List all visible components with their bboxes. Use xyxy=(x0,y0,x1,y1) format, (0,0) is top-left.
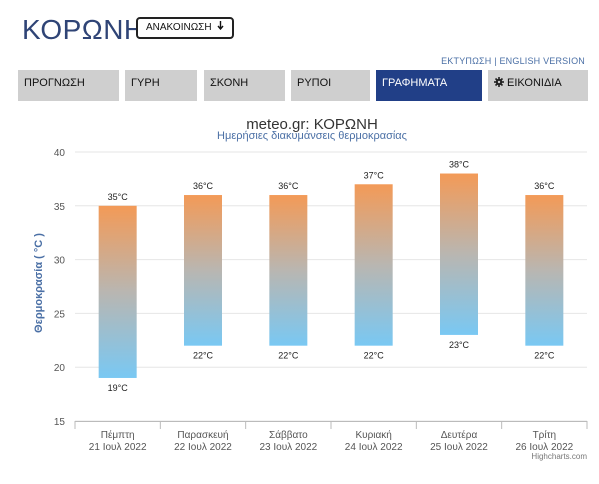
max-temp-label: 37°C xyxy=(364,170,385,180)
max-temp-label: 35°C xyxy=(108,192,129,202)
y-axis-label: Θερμοκρασία ( °C ) xyxy=(33,233,45,333)
bars: 35°C 19°C 36°C 22°C 36°C 22°C 37°C 22°C 38°C 23°C… xyxy=(98,160,564,393)
y-tick-label: 35 xyxy=(54,202,66,213)
tab-label: ΓΡΑΦΗΜΑΤΑ xyxy=(382,77,448,89)
tab-label: ΓΥΡΗ xyxy=(131,77,160,89)
x-tick-day: Κυριακή xyxy=(355,429,391,441)
y-axis-ticks: 15 20 25 30 35 40 xyxy=(54,148,66,428)
chart-title: meteo.gr: ΚΟΡΩΝΗ xyxy=(246,116,378,133)
temperature-range-bar[interactable] xyxy=(440,173,478,335)
grid-lines xyxy=(75,151,587,422)
x-tick-date: 25 Ιουλ 2022 xyxy=(430,442,488,453)
x-tick-day: Τρίτη xyxy=(533,429,557,441)
tab-label: ΣΚΟΝΗ xyxy=(210,77,249,89)
top-links: ΕΚΤΥΠΩΣΗ | ENGLISH VERSION xyxy=(441,56,585,66)
tab-label: ΡΥΠΟΙ xyxy=(297,77,332,89)
tab-pollen[interactable]: ΓΥΡΗ xyxy=(125,70,197,101)
max-temp-label: 36°C xyxy=(534,181,555,191)
temperature-range-bar[interactable] xyxy=(354,184,393,346)
temperature-chart: meteo.gr: ΚΟΡΩΝΗ Ημερήσιες διακυμάνσεις … xyxy=(0,108,599,479)
x-tick-day: Δευτέρα xyxy=(441,429,478,441)
min-temp-label: 22°C xyxy=(193,351,214,361)
x-tick-date: 23 Ιουλ 2022 xyxy=(259,442,317,453)
y-tick-label: 25 xyxy=(54,309,66,320)
y-tick-label: 15 xyxy=(54,417,66,428)
temperature-range-bar[interactable] xyxy=(525,195,564,346)
min-temp-label: 23°C xyxy=(449,340,470,350)
x-tick-date: 21 Ιουλ 2022 xyxy=(89,442,147,453)
min-temp-label: 19°C xyxy=(108,383,129,393)
link-separator: | xyxy=(494,56,497,66)
tab-label: ΠΡΟΓΝΩΣΗ xyxy=(24,77,85,89)
temperature-range-bar[interactable] xyxy=(184,195,222,346)
max-temp-label: 36°C xyxy=(193,181,214,191)
tab-pollutants[interactable]: ΡΥΠΟΙ xyxy=(291,70,370,101)
max-temp-label: 36°C xyxy=(278,181,299,191)
english-version-link[interactable]: ENGLISH VERSION xyxy=(499,56,585,66)
x-tick-date: 26 Ιουλ 2022 xyxy=(515,442,573,453)
chart-svg: meteo.gr: ΚΟΡΩΝΗ Ημερήσιες διακυμάνσεις … xyxy=(33,116,588,461)
y-tick-label: 30 xyxy=(54,256,66,267)
y-tick-label: 20 xyxy=(54,363,66,374)
tab-dust[interactable]: ΣΚΟΝΗ xyxy=(204,70,285,101)
max-temp-label: 38°C xyxy=(449,160,470,170)
min-temp-label: 22°C xyxy=(364,351,385,361)
temperature-range-bar[interactable] xyxy=(269,195,308,346)
announcement-button[interactable]: ΑΝΑΚΟΙΝΩΣΗ xyxy=(136,17,234,39)
min-temp-label: 22°C xyxy=(534,351,555,361)
arrow-down-icon xyxy=(217,19,224,37)
y-tick-label: 40 xyxy=(54,148,66,159)
print-link[interactable]: ΕΚΤΥΠΩΣΗ xyxy=(441,56,492,66)
gear-icon xyxy=(494,77,504,90)
x-tick-date: 22 Ιουλ 2022 xyxy=(174,442,232,453)
x-tick-day: Παρασκευή xyxy=(177,429,228,441)
x-tick-day: Πέμπτη xyxy=(101,429,135,441)
tab-charts[interactable]: ΓΡΑΦΗΜΑΤΑ xyxy=(376,70,482,101)
x-tick-date: 24 Ιουλ 2022 xyxy=(345,442,403,453)
tab-label: ΕΙΚΟΝΙΔΙΑ xyxy=(507,77,562,89)
page-title: ΚΟΡΩΝΗ xyxy=(22,14,145,45)
credits-link[interactable]: Highcharts.com xyxy=(531,452,587,461)
x-tick-day: Σάββατο xyxy=(269,429,308,441)
tab-bar: ΠΡΟΓΝΩΣΗ ΓΥΡΗ ΣΚΟΝΗ ΡΥΠΟΙ ΓΡΑΦΗΜΑΤΑ ΕΙΚΟ… xyxy=(18,70,588,102)
chart-subtitle: Ημερήσιες διακυμάνσεις θερμοκρασίας xyxy=(217,130,407,142)
min-temp-label: 22°C xyxy=(278,351,299,361)
tab-widgets[interactable]: ΕΙΚΟΝΙΔΙΑ xyxy=(488,70,588,101)
announcement-label: ΑΝΑΚΟΙΝΩΣΗ xyxy=(146,22,212,33)
temperature-range-bar[interactable] xyxy=(98,205,137,378)
tab-forecast[interactable]: ΠΡΟΓΝΩΣΗ xyxy=(18,70,119,101)
